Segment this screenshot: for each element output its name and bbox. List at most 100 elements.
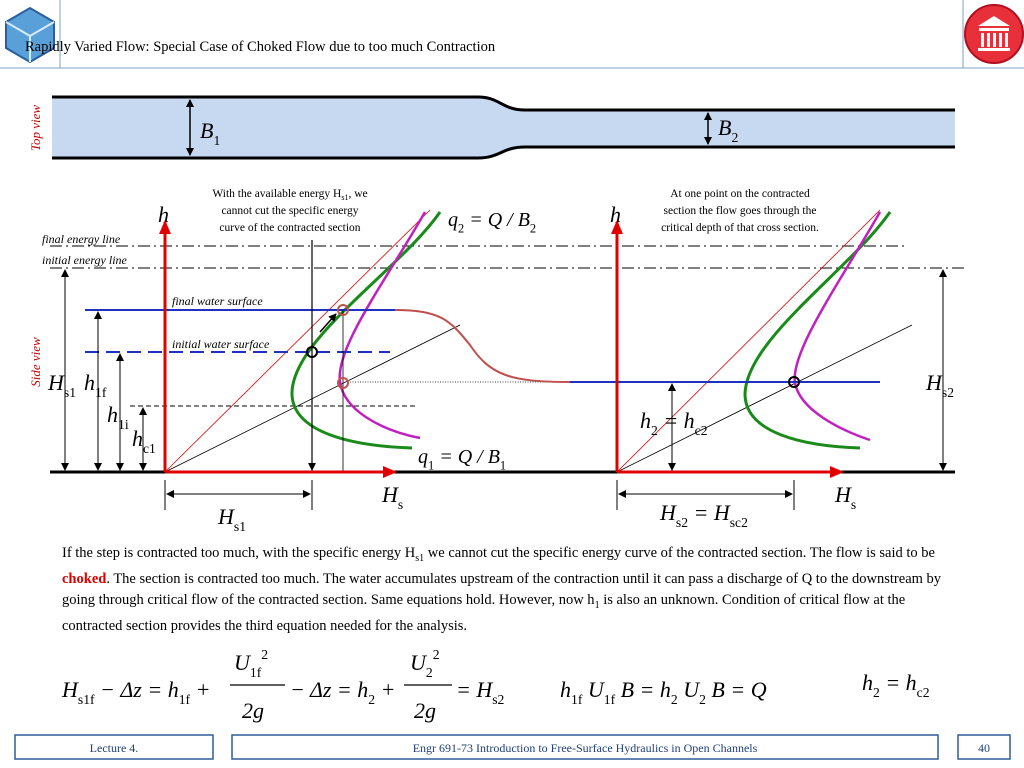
state-point: [306, 346, 318, 358]
note-right: critical depth of that cross section.: [661, 222, 819, 234]
math-part: B: [200, 118, 213, 143]
math-part: 1f: [179, 692, 191, 707]
shift-arrow: [319, 313, 337, 333]
math-part: 1f: [604, 692, 616, 707]
math-part: = H: [456, 677, 493, 702]
math-part: +: [190, 677, 210, 702]
math-part: 2: [433, 647, 440, 662]
math-part: 1f: [250, 665, 262, 680]
math-part: U: [410, 650, 428, 675]
math-part: 1i: [118, 417, 129, 432]
math-label: U1f 2: [234, 647, 268, 680]
math-label: Hs2: [925, 370, 954, 400]
paragraph-text: is also an unknown. Condition of critica…: [62, 591, 906, 635]
paragraph: If the step is contracted too much, with…: [62, 543, 962, 637]
math-label: Hs1: [217, 504, 246, 534]
footer-box: [14, 734, 214, 760]
math-part: H: [381, 482, 399, 507]
math-part: 1f: [571, 692, 583, 707]
math-part: 2: [699, 692, 706, 707]
math-label: Hs: [381, 482, 403, 512]
math-part: 2: [368, 692, 375, 707]
math-label: h2 = hc2: [862, 670, 930, 700]
math-part: c1: [143, 441, 156, 456]
footer-text: 40: [978, 741, 990, 755]
math-part: h: [640, 408, 651, 433]
math-part: s2: [942, 385, 954, 400]
math-part: U: [234, 650, 252, 675]
slide-title: Rapidly Varied Flow: Special Case of Cho…: [25, 39, 496, 55]
energy-curve-contracted: [338, 211, 427, 440]
note-right: section the flow goes through the: [664, 205, 817, 217]
math-part: = Q / B: [434, 446, 500, 468]
math-part: H: [61, 677, 79, 702]
paragraph-emphasis: choked: [62, 571, 107, 588]
math-part: 1f: [95, 385, 107, 400]
label: initial energy line: [42, 253, 128, 267]
paragraph-text: If the step is contracted too much, with…: [62, 545, 416, 561]
math-part: H: [659, 500, 677, 525]
math-part: sc2: [730, 515, 748, 530]
math-part: B = h: [615, 677, 671, 702]
math-label: Hs: [834, 482, 856, 512]
math-label: = Hs2: [456, 677, 505, 707]
math-part: H: [925, 370, 943, 395]
math-part: U: [582, 677, 606, 702]
math-part: − Δz = h: [290, 677, 368, 702]
label: h: [610, 202, 621, 227]
math-part: 2: [731, 130, 738, 145]
math-part: s1: [234, 519, 246, 534]
note-left: cannot cut the specific energy: [221, 205, 358, 217]
math-part: U: [678, 677, 702, 702]
math-part: 2: [261, 647, 268, 662]
energy-curve-upstream: [290, 211, 442, 450]
state-point: [337, 304, 349, 316]
note-sub: s1: [341, 193, 348, 202]
math-part: q: [418, 446, 428, 468]
note-text: , we: [348, 188, 367, 200]
math-part: = Q / B: [464, 209, 530, 231]
math-label: B2: [718, 115, 738, 145]
math-part: s2: [492, 692, 504, 707]
math-part: H: [834, 482, 852, 507]
view-label: Top view: [28, 105, 43, 151]
math-part: 2: [458, 221, 464, 235]
math-part: +: [375, 677, 395, 702]
energy-45-line: [616, 209, 881, 473]
footer-box: [231, 734, 939, 760]
state-point: [788, 376, 800, 388]
energy-curve-upstream: [743, 211, 892, 450]
paragraph-sub: 1: [594, 599, 600, 611]
paragraph-text: . The section is contracted too much. Th…: [62, 571, 942, 608]
label: final energy line: [42, 232, 121, 246]
math-part: h: [107, 402, 118, 427]
math-part: s1: [64, 385, 76, 400]
label: h: [158, 202, 169, 227]
critical-locus: [616, 324, 913, 473]
math-label: hc1: [132, 426, 156, 456]
view-label: Side view: [28, 337, 43, 387]
math-label: Hs1f − Δz = h1f +: [61, 677, 210, 707]
footer-box: [957, 734, 1011, 760]
math-part: h: [560, 677, 571, 702]
note-left: curve of the contracted section: [219, 222, 360, 234]
channel-bank: [52, 95, 955, 112]
math-part: = h: [880, 670, 917, 695]
label: final water surface: [172, 294, 263, 308]
footer-text: Engr 691-73 Introduction to Free-Surface…: [413, 741, 758, 755]
math-part: = H: [688, 500, 731, 525]
state-point: [337, 377, 349, 389]
math-part: s1f: [78, 692, 95, 707]
math-part: 2: [530, 221, 536, 235]
logo-left-face: [5, 21, 55, 62]
math-label: q2 = Q / B2: [448, 209, 536, 235]
math-part: c2: [917, 685, 930, 700]
water-profile: [394, 309, 571, 383]
math-part: 1: [428, 458, 434, 472]
math-part: 2: [671, 692, 678, 707]
math-label: Hs2 = Hsc2: [659, 500, 748, 530]
math-part: 1: [500, 458, 506, 472]
math-label: Hs1: [47, 370, 76, 400]
